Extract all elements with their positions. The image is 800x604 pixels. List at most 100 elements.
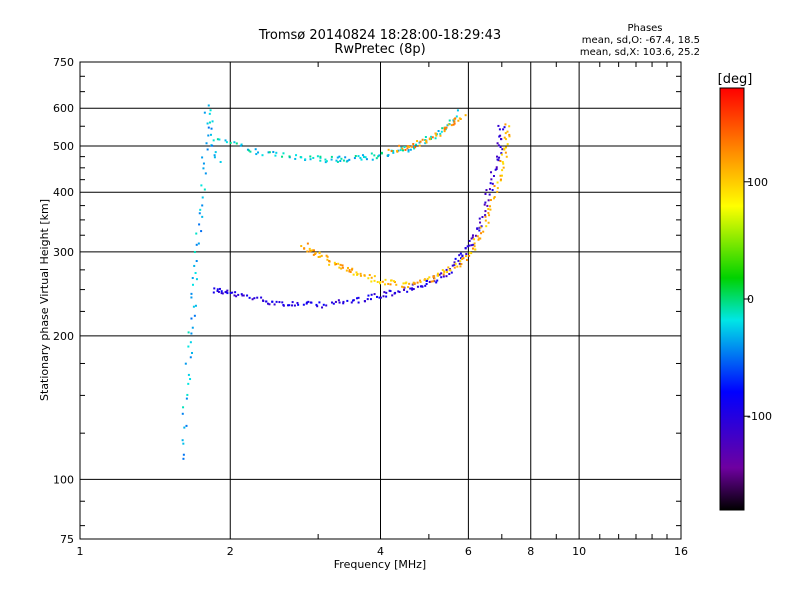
data-point: [448, 269, 451, 272]
data-point: [211, 144, 214, 147]
data-point: [224, 291, 227, 294]
data-point: [491, 189, 494, 192]
data-point: [461, 257, 464, 260]
data-point: [268, 303, 271, 306]
data-point: [465, 259, 468, 262]
data-point: [477, 238, 480, 241]
data-point: [370, 280, 373, 283]
data-point: [397, 149, 400, 152]
data-point: [453, 122, 456, 125]
data-point: [473, 245, 476, 248]
data-point: [319, 255, 322, 258]
data-point: [399, 149, 402, 152]
data-point: [366, 298, 369, 301]
colorbar-label: [deg]: [718, 72, 753, 87]
data-point: [395, 283, 398, 286]
data-point: [501, 148, 504, 151]
data-point: [493, 185, 496, 188]
data-point: [220, 290, 223, 293]
data-point: [209, 133, 212, 136]
data-point: [473, 238, 476, 241]
data-point: [435, 281, 438, 284]
data-point: [365, 158, 368, 161]
data-point: [505, 138, 508, 141]
data-point: [499, 159, 502, 162]
data-point: [342, 300, 345, 303]
data-point: [348, 270, 351, 273]
data-point: [304, 158, 307, 161]
data-point: [212, 139, 215, 142]
y-tick-label: 75: [60, 533, 74, 546]
data-point: [200, 230, 203, 233]
data-point: [508, 125, 511, 128]
data-point: [465, 253, 468, 256]
y-tick-label: 600: [53, 102, 74, 115]
data-point: [462, 257, 465, 260]
data-point: [379, 282, 382, 285]
data-point: [430, 135, 433, 138]
data-point: [219, 160, 222, 163]
data-point: [432, 280, 435, 283]
data-point: [361, 154, 364, 157]
data-point: [275, 151, 278, 154]
data-point: [500, 152, 503, 155]
data-point: [350, 268, 353, 271]
data-point: [293, 304, 296, 307]
data-point: [342, 302, 345, 305]
data-point: [207, 104, 210, 107]
data-point: [181, 439, 184, 442]
data-point: [212, 291, 215, 294]
data-point: [213, 156, 216, 159]
data-point: [330, 158, 333, 161]
data-point: [486, 204, 489, 207]
data-points: [181, 104, 511, 460]
data-point: [363, 274, 366, 277]
x-axis-ticks: 1 2 4 6 8 10 16: [77, 62, 688, 558]
data-point: [474, 234, 477, 237]
data-point: [484, 215, 487, 218]
data-point: [239, 144, 242, 147]
data-point: [328, 260, 331, 263]
y-tick-label: 200: [53, 330, 74, 343]
data-point: [192, 305, 195, 308]
data-point: [473, 242, 476, 245]
data-point: [182, 406, 185, 409]
data-point: [353, 157, 356, 160]
data-point: [424, 142, 427, 145]
data-point: [346, 266, 349, 269]
data-point: [319, 156, 322, 159]
data-point: [218, 138, 221, 141]
data-point: [411, 145, 414, 148]
plot-frame: [79, 61, 682, 540]
x-tick-label: 1: [77, 545, 84, 558]
data-point: [484, 192, 487, 195]
data-point: [496, 158, 499, 161]
data-point: [380, 152, 383, 155]
data-point: [480, 232, 483, 235]
data-point: [499, 146, 502, 149]
data-point: [500, 138, 503, 141]
data-point: [235, 142, 238, 145]
data-point: [281, 155, 284, 158]
data-point: [478, 217, 481, 220]
data-point: [457, 259, 460, 262]
data-point: [413, 147, 416, 150]
data-point: [367, 294, 370, 297]
data-point: [306, 250, 309, 253]
data-point: [458, 117, 461, 120]
data-point: [464, 247, 467, 250]
data-point: [458, 254, 461, 257]
data-point: [190, 292, 193, 295]
data-point: [447, 266, 450, 269]
data-point: [401, 147, 404, 150]
data-point: [274, 154, 277, 157]
data-point: [501, 169, 504, 172]
data-point: [268, 151, 271, 154]
data-point: [432, 275, 435, 278]
data-point: [186, 393, 189, 396]
data-point: [384, 278, 387, 281]
data-point: [438, 273, 441, 276]
x-axis-label: Frequency [MHz]: [334, 558, 426, 571]
data-point: [420, 285, 423, 288]
